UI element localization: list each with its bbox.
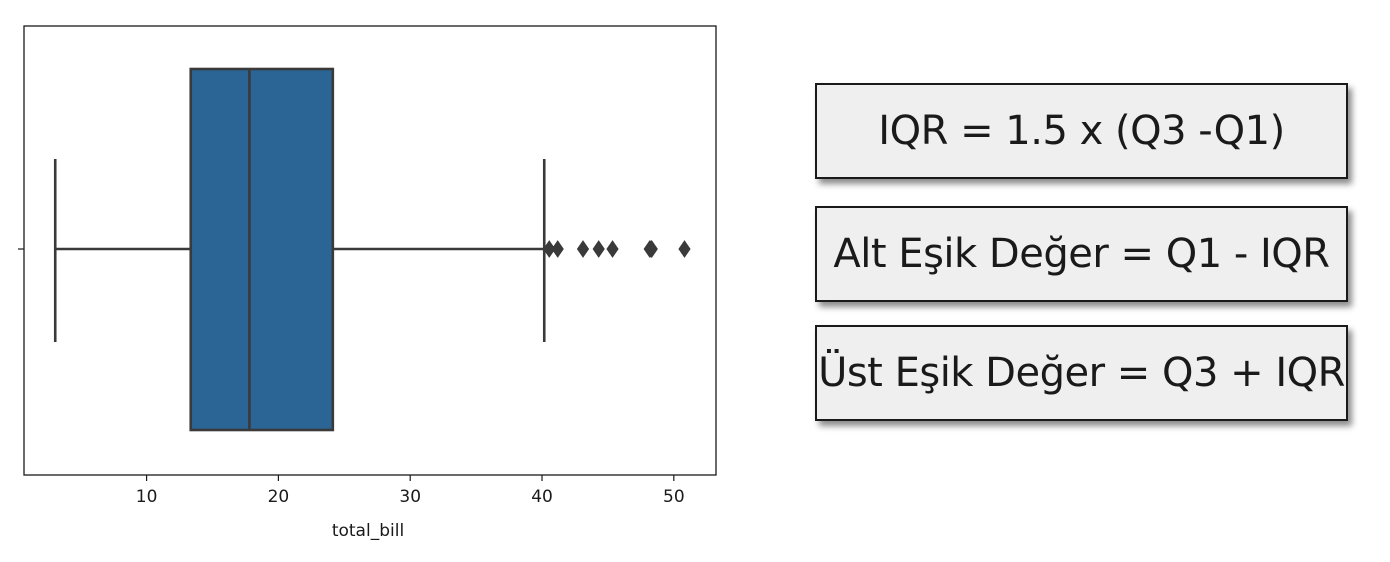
x-tick-label: 50	[663, 487, 685, 507]
x-tick-label: 20	[268, 487, 290, 507]
x-tick-label: 30	[399, 487, 421, 507]
outlier-point	[576, 240, 590, 258]
plot-frame	[23, 25, 717, 476]
x-tick-label: 10	[136, 487, 158, 507]
x-tick-label: 40	[531, 487, 553, 507]
outlier-point	[606, 240, 619, 258]
outlier-point	[678, 240, 691, 258]
lower-threshold-formula-text: Alt Eşik Değer = Q1 - IQR	[833, 231, 1330, 277]
iqr-formula-box: IQR = 1.5 x (Q3 -Q1)	[815, 83, 1348, 179]
iqr-box	[189, 67, 335, 432]
outlier-point	[645, 240, 658, 258]
lower-threshold-formula-box: Alt Eşik Değer = Q1 - IQR	[815, 206, 1348, 302]
outlier-point	[592, 240, 605, 258]
outlier-point	[551, 240, 564, 258]
x-axis-label: total_bill	[332, 521, 404, 541]
upper-threshold-formula-box: Üst Eşik Değer = Q3 + IQR	[815, 325, 1348, 421]
upper-threshold-formula-text: Üst Eşik Değer = Q3 + IQR	[818, 350, 1345, 396]
iqr-formula-text: IQR = 1.5 x (Q3 -Q1)	[878, 108, 1285, 154]
box-plot-chart: 10 20 30 40 50 total_bill	[18, 25, 717, 541]
outlier-point	[543, 240, 556, 258]
